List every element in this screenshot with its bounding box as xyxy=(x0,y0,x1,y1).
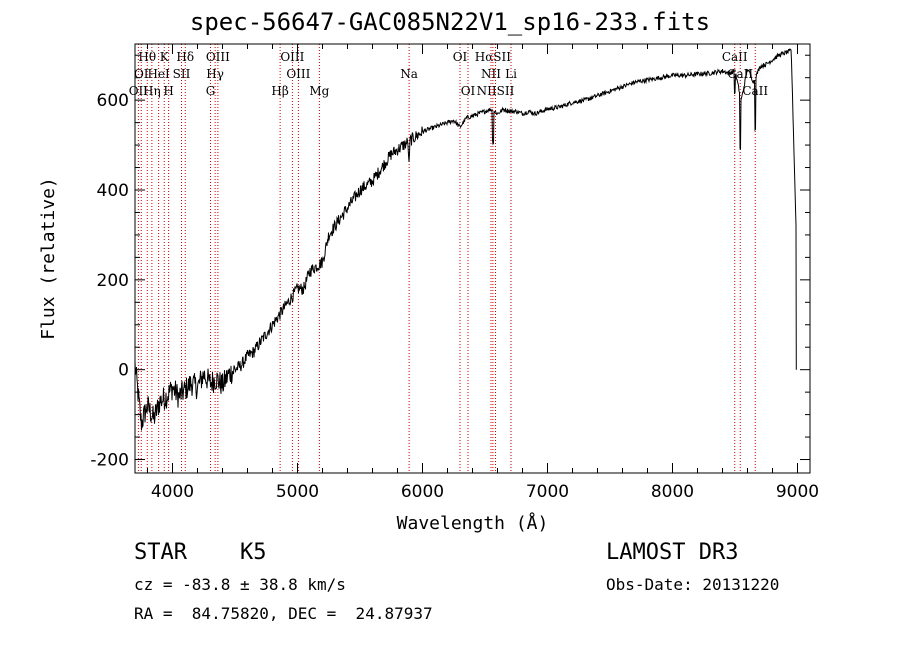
observation-date: Obs-Date: 20131220 xyxy=(606,575,780,594)
plot-frame xyxy=(134,43,811,474)
x-tick-label: 7000 xyxy=(526,482,569,502)
line-label: Mg xyxy=(309,84,329,98)
y-tick-label: 0 xyxy=(118,361,129,381)
line-label: HαSII xyxy=(475,50,512,64)
redshift-value: cz = -83.8 ± 38.8 km/s xyxy=(134,575,346,594)
line-label: H xyxy=(163,84,173,98)
flux-series-line xyxy=(134,48,797,431)
y-tick-label: -200 xyxy=(90,451,129,471)
line-label: NII xyxy=(481,67,501,81)
line-label: Na xyxy=(400,67,418,81)
x-tick-label: 6000 xyxy=(401,482,444,502)
y-tick-label: 600 xyxy=(97,91,129,111)
line-label: NIISII xyxy=(477,84,515,98)
line-label: OIII xyxy=(206,50,230,64)
line-label: OII xyxy=(129,84,149,98)
line-label: OI xyxy=(453,50,468,64)
line-label: OIII xyxy=(286,67,310,81)
line-label: SII xyxy=(173,67,191,81)
y-tick-label: 400 xyxy=(97,181,129,201)
chart-title: spec-56647-GAC085N22V1_sp16-233.fits xyxy=(189,8,711,36)
line-label: Hβ xyxy=(271,84,288,98)
line-label: G xyxy=(206,84,216,98)
line-label: CaII xyxy=(742,84,768,98)
x-axis-label: Wavelength (Å) xyxy=(397,512,549,534)
object-subclass: K5 xyxy=(240,540,267,565)
x-tick-label: 9000 xyxy=(776,482,819,502)
object-class: STAR xyxy=(134,540,187,565)
y-axis-label: Flux (relative) xyxy=(38,177,59,340)
survey-name: LAMOST DR3 xyxy=(606,540,739,565)
line-label: Li xyxy=(505,67,517,81)
line-label: OI xyxy=(461,84,476,98)
line-label: OIII xyxy=(280,50,304,64)
line-label: K xyxy=(160,50,170,64)
line-label: Hη xyxy=(143,84,161,98)
line-label: HeI xyxy=(147,67,170,81)
x-tick-label: 4000 xyxy=(151,482,194,502)
x-tick-label: 8000 xyxy=(651,482,694,502)
x-tick-label: 5000 xyxy=(276,482,319,502)
line-label: Hγ xyxy=(206,67,224,81)
line-label: Hδ xyxy=(176,50,194,64)
line-label: CaII xyxy=(722,50,748,64)
coordinates: RA = 84.75820, DEC = 24.87937 xyxy=(134,604,433,623)
y-tick-label: 200 xyxy=(97,271,129,291)
